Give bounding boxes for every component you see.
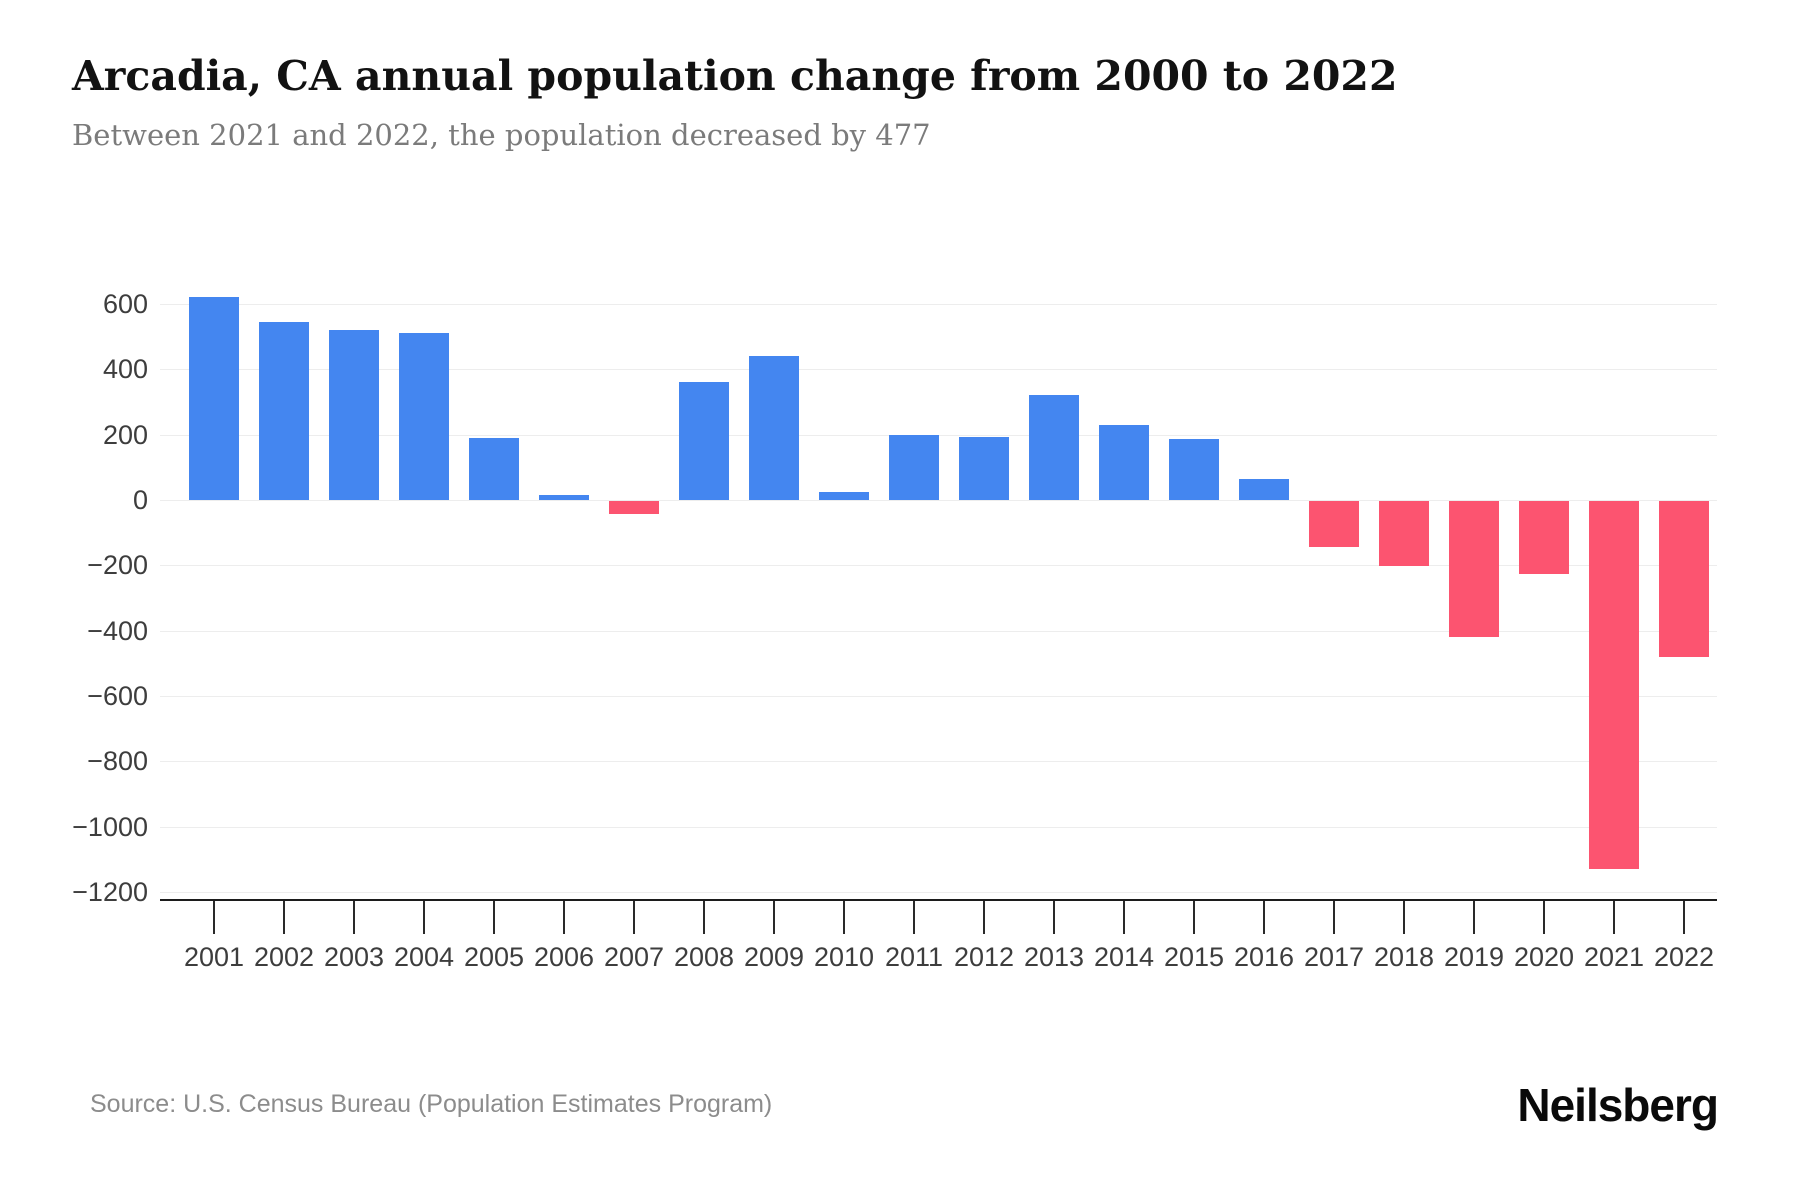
x-tick-2006 [563,901,565,934]
bar-2001[interactable] [189,297,239,500]
y-axis-label--200: −200 [87,550,148,580]
x-tick-2021 [1613,901,1615,934]
x-axis-label-2009: 2009 [743,942,805,972]
x-tick-2011 [913,901,915,934]
x-tick-2005 [493,901,495,934]
x-tick-2003 [353,901,355,934]
bar-2014[interactable] [1099,425,1149,500]
bar-2006[interactable] [539,495,589,500]
x-axis-line [160,899,1717,901]
bar-2010[interactable] [819,492,869,500]
x-tick-2019 [1473,901,1475,934]
y-gridline--600 [160,696,1717,697]
x-tick-2004 [423,901,425,934]
x-tick-2016 [1263,901,1265,934]
x-axis-label-2001: 2001 [183,942,245,972]
y-gridline--400 [160,631,1717,632]
x-axis-label-2020: 2020 [1513,942,1575,972]
x-tick-2018 [1403,901,1405,934]
y-axis-label--800: −800 [87,746,148,776]
bar-2003[interactable] [329,330,379,500]
x-axis-label-2010: 2010 [813,942,875,972]
x-axis-label-2011: 2011 [884,942,944,972]
bar-2002[interactable] [259,322,309,500]
x-tick-2002 [283,901,285,934]
y-axis-label--1000: −1000 [72,812,148,842]
chart-title: Arcadia, CA annual population change fro… [72,52,1398,100]
x-axis-label-2016: 2016 [1233,942,1295,972]
x-axis-label-2006: 2006 [533,942,595,972]
x-axis-label-2021: 2021 [1583,942,1645,972]
bar-2007[interactable] [609,501,659,514]
x-tick-2008 [703,901,705,934]
x-axis-label-2022: 2022 [1653,942,1715,972]
x-tick-2015 [1193,901,1195,934]
x-axis-label-2014: 2014 [1093,942,1155,972]
x-axis-label-2005: 2005 [463,942,525,972]
x-tick-2007 [633,901,635,934]
bar-2009[interactable] [749,356,799,500]
y-gridline-400 [160,369,1717,370]
x-axis-label-2003: 2003 [323,942,385,972]
x-tick-2022 [1683,901,1685,934]
y-gridline--1200 [160,892,1717,893]
bar-2022[interactable] [1659,501,1709,657]
bar-2017[interactable] [1309,501,1359,547]
y-axis-label--600: −600 [87,681,148,711]
x-axis-label-2007: 2007 [603,942,665,972]
y-gridline--200 [160,565,1717,566]
bar-2004[interactable] [399,333,449,500]
x-axis-label-2015: 2015 [1163,942,1225,972]
bar-2013[interactable] [1029,395,1079,500]
bar-2008[interactable] [679,382,729,500]
x-axis-label-2018: 2018 [1373,942,1435,972]
x-axis-label-2004: 2004 [393,942,455,972]
bar-2019[interactable] [1449,501,1499,637]
source-note: Source: U.S. Census Bureau (Population E… [90,1090,773,1118]
neilsberg-logo: Neilsberg [1517,1079,1719,1131]
bar-2012[interactable] [959,437,1009,500]
y-axis-label--400: −400 [87,616,148,646]
bar-2016[interactable] [1239,479,1289,500]
x-axis-label-2002: 2002 [253,942,315,972]
y-axis-label-400: 400 [102,354,148,384]
x-axis-label-2019: 2019 [1443,942,1505,972]
y-axis-label--1200: −1200 [72,877,148,907]
y-axis-label-600: 600 [102,289,148,319]
chart-subtitle: Between 2021 and 2022, the population de… [72,118,931,152]
x-axis-label-2013: 2013 [1023,942,1085,972]
x-tick-2009 [773,901,775,934]
x-tick-2014 [1123,901,1125,934]
bar-2015[interactable] [1169,439,1219,500]
bar-2021[interactable] [1589,501,1639,869]
x-tick-2010 [843,901,845,934]
y-gridline--1000 [160,827,1717,828]
x-axis-label-2008: 2008 [673,942,735,972]
y-gridline-600 [160,304,1717,305]
x-tick-2013 [1053,901,1055,934]
y-axis-label-0: 0 [132,485,148,515]
x-axis-label-2017: 2017 [1303,942,1365,972]
bar-2018[interactable] [1379,501,1429,566]
x-tick-2012 [983,901,985,934]
x-axis-label-2012: 2012 [953,942,1015,972]
x-tick-2001 [213,901,215,934]
bar-2005[interactable] [469,438,519,500]
bar-2020[interactable] [1519,501,1569,574]
y-gridline-0 [160,500,1717,501]
bar-2011[interactable] [889,435,939,500]
x-tick-2020 [1543,901,1545,934]
x-tick-2017 [1333,901,1335,934]
y-axis-label-200: 200 [102,420,148,450]
y-gridline--800 [160,761,1717,762]
